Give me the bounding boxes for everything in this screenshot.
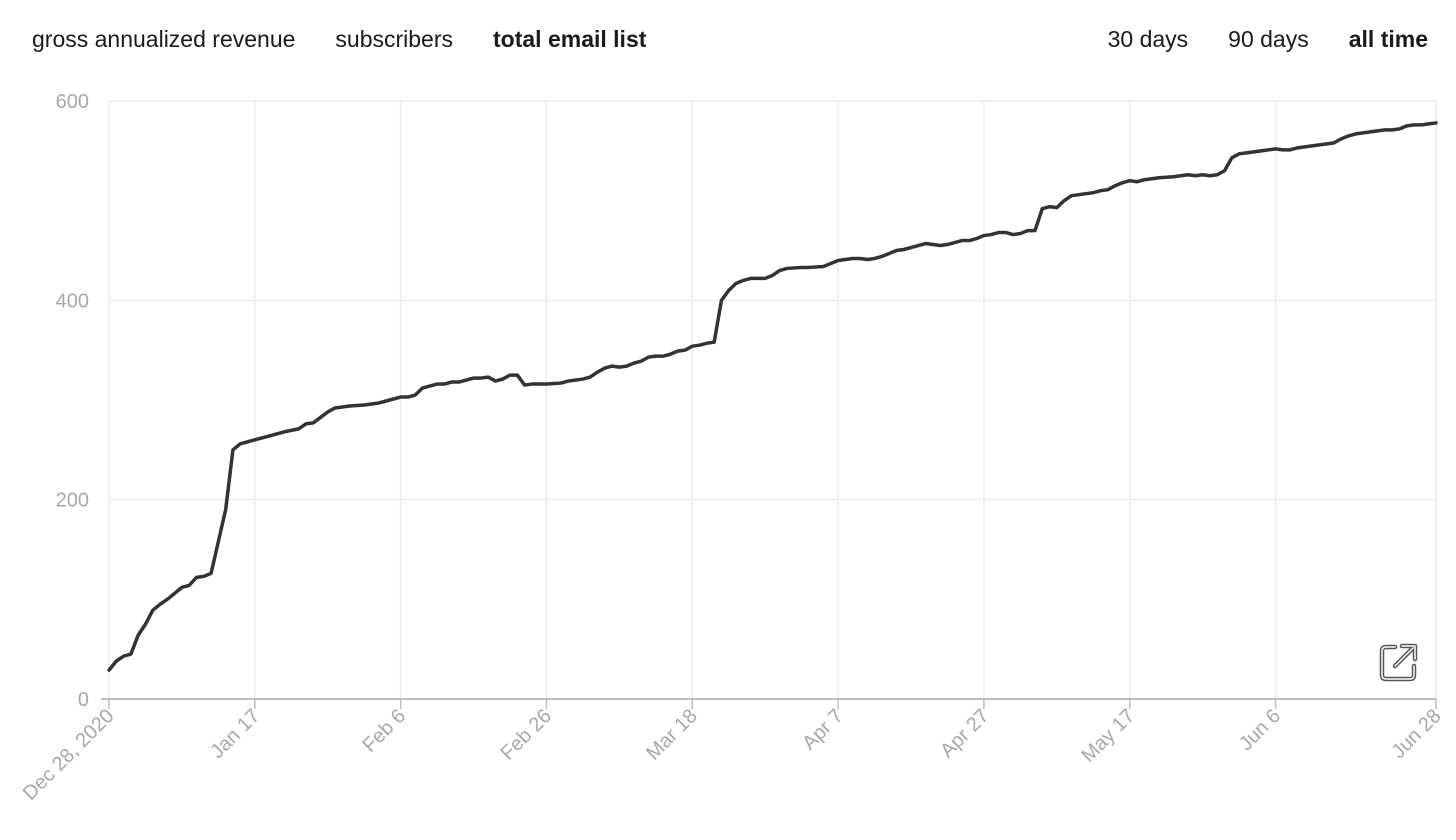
x-tick-label: Jun 28: [1388, 705, 1446, 763]
tab-total-email-list[interactable]: total email list: [493, 26, 647, 52]
tab-gross-annualized-revenue[interactable]: gross annualized revenue: [32, 26, 296, 52]
tab-90-days[interactable]: 90 days: [1228, 26, 1309, 52]
x-tick-label: Mar 18: [642, 705, 702, 765]
series-line-total-email-list: [107, 121, 1438, 672]
external-link-icon[interactable]: [1378, 641, 1420, 683]
x-tick-label: Jun 6: [1235, 705, 1285, 755]
x-tick-label: Dec 28, 2020: [19, 705, 119, 805]
x-tick-label: Jan 17: [206, 705, 264, 763]
range-tabs: 30 days 90 days all time: [1108, 22, 1428, 56]
x-tick-label: May 17: [1077, 705, 1139, 767]
tab-subscribers[interactable]: subscribers: [335, 26, 454, 52]
x-tick-label: Feb 6: [358, 705, 410, 757]
chart-series: [107, 121, 1438, 672]
x-tick-label: Apr 27: [936, 705, 993, 762]
y-tick-label: 0: [78, 689, 89, 711]
y-tick-label: 200: [56, 490, 89, 512]
chart-grid: [108, 100, 1437, 699]
tab-30-days[interactable]: 30 days: [1107, 26, 1189, 52]
x-tick-label: Apr 7: [798, 705, 847, 754]
x-tick-label: Feb 26: [496, 705, 556, 765]
tab-all-time[interactable]: all time: [1348, 26, 1428, 52]
metric-tabs: gross annualized revenue subscribers tot…: [32, 22, 646, 56]
y-tick-label: 600: [56, 91, 89, 113]
y-tick-label: 400: [56, 290, 89, 312]
